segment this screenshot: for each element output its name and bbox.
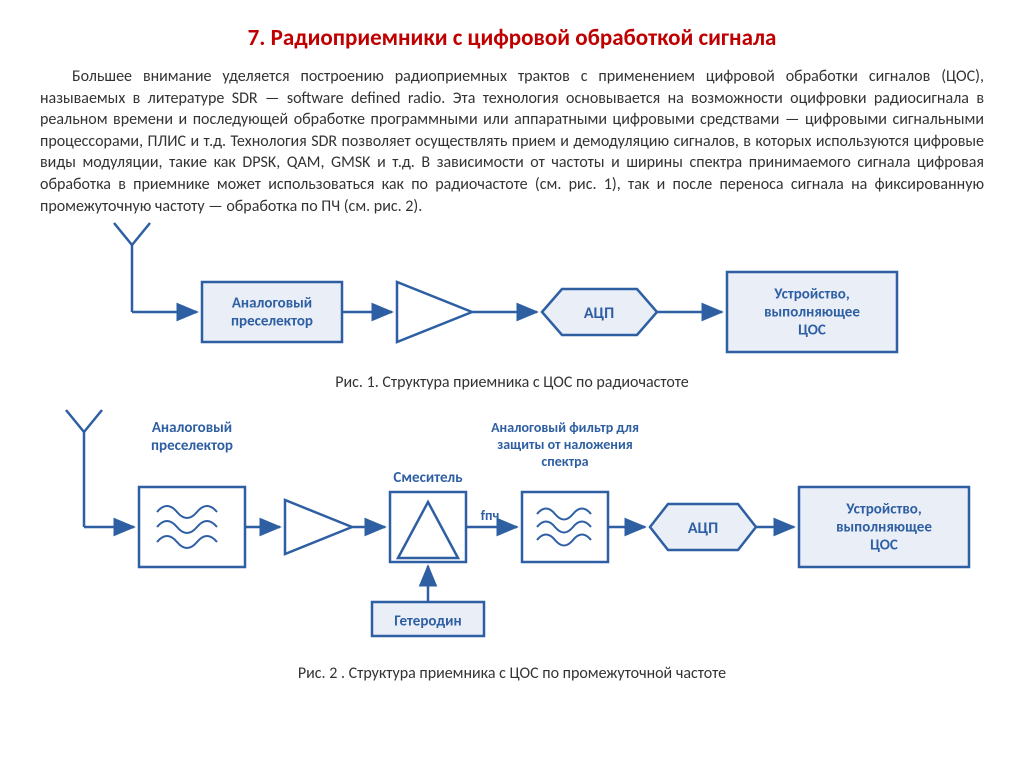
aa-filter-label-1: Аналоговый фильтр для <box>491 419 639 436</box>
preselector-label-2: преселектор <box>231 313 313 331</box>
dsp-label-2: выполняющее <box>836 519 932 537</box>
figure-1-caption: Рис. 1. Структура приемника с ЦОС по рад… <box>40 373 984 392</box>
dsp-label-1: Устройство, <box>773 286 850 304</box>
dsp-label-1: Устройство, <box>845 501 922 519</box>
figure-2: Аналоговый преселектор Смеситель fпч Ана… <box>42 402 982 642</box>
preselector-filter-box <box>139 487 245 567</box>
figure-1: Аналоговый преселектор АЦП Устройство, в… <box>42 217 982 367</box>
adc-label: АЦП <box>584 304 614 323</box>
wave-icon <box>537 509 591 546</box>
figure-2-caption: Рис. 2 . Структура приемника с ЦОС по пр… <box>40 664 984 683</box>
preselector-label-2: преселектор <box>151 437 233 455</box>
fpch-label: fпч <box>481 507 500 524</box>
preselector-label-1: Аналоговый <box>152 419 232 437</box>
amplifier-icon <box>285 500 352 554</box>
adc-label: АЦП <box>688 519 718 538</box>
dsp-label-2: выполняющее <box>764 304 860 322</box>
dsp-label-3: ЦОС <box>798 322 826 340</box>
dsp-label-3: ЦОС <box>870 537 898 555</box>
mixer-label: Смеситель <box>393 469 463 487</box>
aa-filter-box <box>522 492 608 562</box>
lo-label: Гетеродин <box>394 613 461 631</box>
amplifier-icon <box>397 282 472 342</box>
page-title: 7. Радиоприемники с цифровой обработкой … <box>40 24 984 52</box>
mixer-triangle-icon <box>398 502 458 558</box>
aa-filter-label-2: защиты от наложения <box>497 436 632 453</box>
wave-icon <box>157 506 217 548</box>
antenna-icon <box>114 223 150 312</box>
preselector-label-1: Аналоговый <box>232 295 312 313</box>
body-paragraph: Большее внимание уделяется построению ра… <box>40 66 984 217</box>
antenna-icon <box>66 410 102 527</box>
aa-filter-label-3: спектра <box>541 453 588 470</box>
